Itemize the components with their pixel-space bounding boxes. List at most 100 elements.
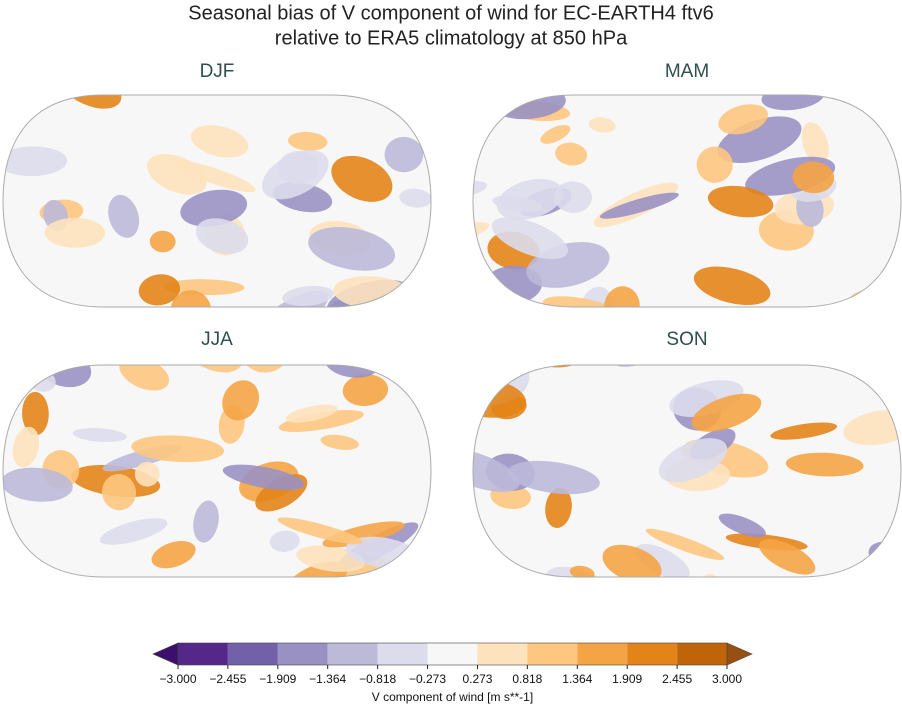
bias-region bbox=[725, 306, 758, 307]
bias-region bbox=[492, 195, 543, 212]
colorbar-bin bbox=[277, 643, 328, 665]
bias-region bbox=[151, 540, 196, 569]
panel-title: DJF bbox=[200, 61, 235, 82]
bias-region bbox=[491, 217, 568, 260]
colorbar-bin bbox=[577, 643, 628, 665]
colorbar-bin bbox=[677, 643, 727, 665]
map bbox=[473, 350, 901, 639]
panel-title: JJA bbox=[201, 329, 233, 350]
bias-region bbox=[22, 391, 49, 436]
bias-region bbox=[3, 467, 73, 502]
bias-region bbox=[718, 104, 768, 135]
colorbar-tick-label: 3.000 bbox=[712, 672, 742, 686]
colorbar-bin bbox=[327, 643, 378, 665]
bias-region bbox=[542, 296, 623, 307]
bias-region bbox=[759, 539, 816, 575]
bias-region bbox=[99, 518, 168, 545]
bias-region bbox=[658, 438, 728, 483]
colorbar-bin bbox=[227, 643, 278, 665]
bias-region bbox=[342, 374, 389, 407]
bias-region bbox=[554, 181, 592, 213]
bias-region bbox=[755, 350, 816, 365]
bias-region bbox=[131, 435, 225, 463]
bias-region bbox=[718, 513, 766, 538]
bias-region bbox=[602, 544, 662, 577]
bias-region bbox=[193, 500, 219, 543]
bias-region bbox=[599, 192, 679, 219]
bias-region bbox=[61, 304, 126, 347]
map-border bbox=[472, 364, 902, 578]
colorbar-label: V component of wind [m s**-1] bbox=[372, 690, 533, 704]
bias-region bbox=[282, 285, 334, 307]
bias-region bbox=[473, 448, 520, 492]
bias-region bbox=[108, 194, 140, 238]
bias-region bbox=[635, 544, 690, 577]
colorbar-frame bbox=[177, 642, 728, 666]
bias-region bbox=[163, 279, 245, 296]
bias-region bbox=[280, 561, 347, 577]
bias-region bbox=[3, 376, 19, 391]
colorbar-tick-label: −1.364 bbox=[309, 672, 346, 686]
panel-title: MAM bbox=[665, 61, 709, 82]
colorbar-bin bbox=[527, 643, 578, 665]
title: relative to ERA5 climatology at 850 hPa bbox=[275, 27, 628, 49]
bias-region bbox=[222, 464, 305, 491]
colorbar-tick-label: −0.273 bbox=[409, 672, 446, 686]
map-border bbox=[472, 94, 902, 308]
bias-region bbox=[399, 188, 431, 208]
colorbar-bin bbox=[627, 643, 678, 665]
bias-region bbox=[174, 160, 256, 193]
bias-region bbox=[138, 274, 181, 306]
colorbar-bin bbox=[427, 643, 478, 665]
bias-region bbox=[3, 146, 68, 177]
bias-region bbox=[101, 474, 136, 511]
bias-region bbox=[384, 136, 424, 173]
map-border bbox=[2, 94, 432, 308]
bias-region bbox=[269, 530, 300, 552]
colorbar-tick-label: 2.455 bbox=[662, 672, 692, 686]
bias-region bbox=[507, 460, 600, 495]
bias-region bbox=[222, 380, 260, 421]
bias-region bbox=[0, 320, 10, 348]
bias-region bbox=[693, 266, 771, 306]
bias-region bbox=[72, 428, 127, 443]
map bbox=[0, 0, 466, 348]
bias-region bbox=[792, 161, 835, 194]
bias-region bbox=[278, 150, 319, 185]
bias-region bbox=[282, 302, 372, 364]
bias-region bbox=[430, 119, 466, 143]
bias-region bbox=[785, 452, 864, 477]
bias-region bbox=[278, 410, 364, 432]
colorbar-over bbox=[726, 642, 753, 666]
bias-region bbox=[491, 587, 531, 617]
bias-region bbox=[761, 95, 825, 111]
colorbar-under bbox=[152, 642, 179, 666]
bias-region bbox=[324, 365, 380, 378]
bias-region bbox=[287, 131, 328, 151]
bias-region bbox=[696, 146, 733, 183]
bias-region bbox=[116, 0, 174, 33]
bias-region bbox=[308, 227, 396, 271]
bias-region bbox=[545, 487, 572, 528]
colorbar-bin bbox=[178, 643, 228, 665]
colorbar-tick-label: −3.000 bbox=[159, 672, 196, 686]
colorbar-tick-label: 1.364 bbox=[562, 672, 592, 686]
bias-region bbox=[44, 217, 106, 248]
colorbar-bin bbox=[377, 643, 428, 665]
bias-region bbox=[180, 189, 248, 227]
bias-region bbox=[555, 142, 588, 166]
panel-title: SON bbox=[666, 329, 707, 350]
colorbar-bin bbox=[477, 643, 528, 665]
colorbar-tick-label: 0.818 bbox=[512, 672, 542, 686]
bias-region bbox=[149, 230, 176, 253]
bias-region bbox=[134, 461, 160, 487]
bias-region bbox=[588, 117, 616, 133]
bias-region bbox=[801, 122, 829, 165]
bias-region bbox=[100, 318, 153, 351]
bias-region bbox=[170, 290, 212, 307]
colorbar-tick-label: −1.909 bbox=[259, 672, 296, 686]
bias-region bbox=[285, 404, 338, 423]
bias-region bbox=[754, 594, 808, 639]
bias-region bbox=[770, 422, 838, 440]
